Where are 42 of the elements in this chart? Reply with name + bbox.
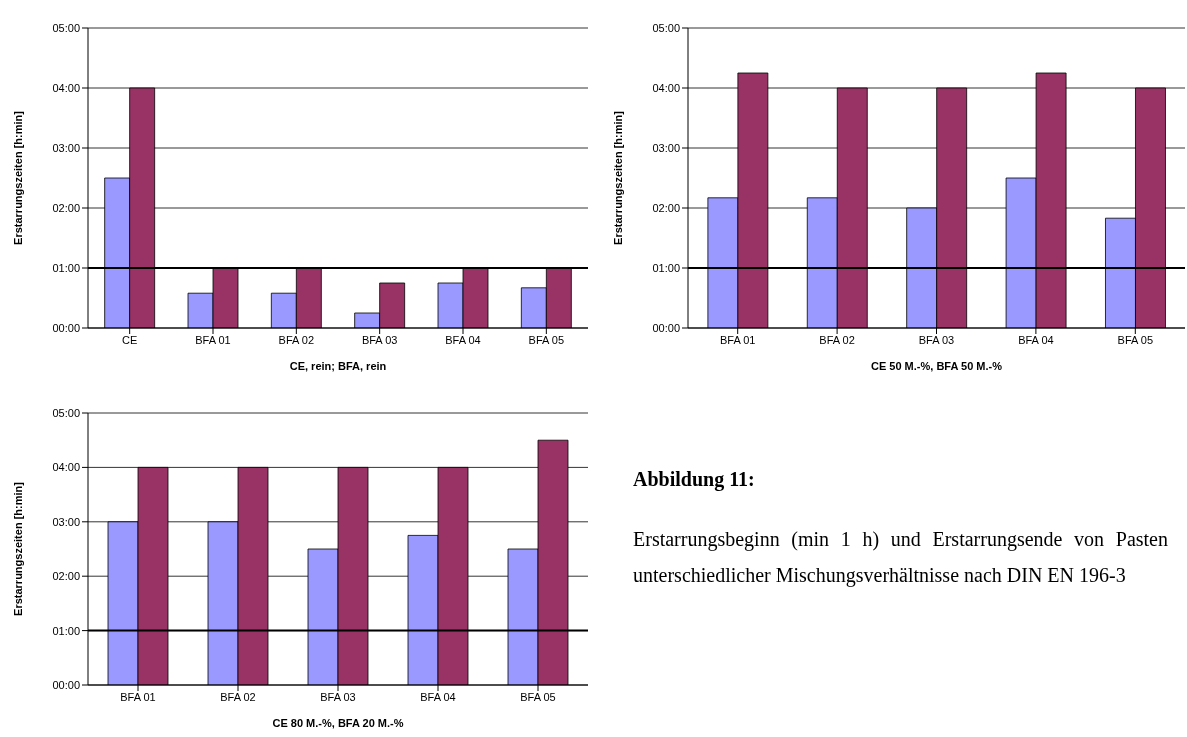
- text: Erstarrungsbeginn (min 1 h) und Erstarrungsende von Pasten unterschiedlicher Mischungsverhältnisse nach DIN EN 196-3: [633, 527, 1168, 589]
- y-tick-label: 03:00: [52, 141, 80, 154]
- y-tick-label: 00:00: [652, 321, 680, 334]
- y-axis-title: Erstarrungszeiten [h:min]: [11, 481, 24, 616]
- y-tick-label: 00:00: [52, 678, 80, 691]
- x-tick-label: BFA 05: [520, 690, 556, 703]
- x-axis-title: CE 80 M.-%, BFA 20 M.-%: [272, 717, 404, 729]
- y-tick-label: 01:00: [52, 261, 80, 274]
- x-tick-label: BFA 01: [719, 333, 756, 346]
- y-tick-label: 03:00: [52, 515, 80, 528]
- y-tick-label: 02:00: [652, 201, 680, 214]
- y-axis-title: Erstarrungszeiten [h:min]: [11, 110, 24, 245]
- x-tick-label: BFA 04: [420, 690, 456, 703]
- y-tick-label: 01:00: [652, 261, 680, 274]
- y-axis-title: Erstarrungszeiten [h:min]: [611, 110, 624, 245]
- x-axis-title: CE, rein; BFA, rein: [289, 360, 387, 372]
- x-tick-label: BFA 02: [220, 690, 256, 703]
- y-tick-label: 05:00: [52, 406, 80, 419]
- y-tick-label: 04:00: [52, 81, 80, 94]
- x-tick-label: BFA 04: [1018, 333, 1054, 346]
- text: Abbildung 11:: [633, 468, 756, 491]
- x-tick-label: BFA 03: [320, 690, 356, 703]
- x-tick-label: BFA 05: [528, 333, 565, 346]
- x-tick-label: BFA 04: [445, 333, 481, 346]
- x-axis-title: CE 50 M.-%, BFA 50 M.-%: [870, 360, 1003, 372]
- x-tick-label: BFA 01: [120, 690, 156, 703]
- x-tick-label: CE: [122, 333, 138, 346]
- y-tick-label: 03:00: [652, 141, 680, 154]
- x-tick-label: BFA 03: [361, 333, 398, 346]
- y-tick-label: 05:00: [652, 21, 680, 34]
- y-tick-label: 00:00: [52, 321, 80, 334]
- x-tick-label: BFA 05: [1117, 333, 1154, 346]
- x-tick-label: BFA 02: [278, 333, 315, 346]
- y-tick-label: 04:00: [652, 81, 680, 94]
- x-tick-label: BFA 02: [819, 333, 855, 346]
- y-tick-label: 04:00: [52, 461, 80, 474]
- y-tick-label: 01:00: [52, 624, 80, 637]
- y-tick-label: 05:00: [52, 21, 80, 34]
- y-tick-label: 02:00: [52, 201, 80, 214]
- x-tick-label: BFA 01: [195, 333, 231, 346]
- x-tick-label: BFA 03: [918, 333, 955, 346]
- y-tick-label: 02:00: [52, 570, 80, 583]
